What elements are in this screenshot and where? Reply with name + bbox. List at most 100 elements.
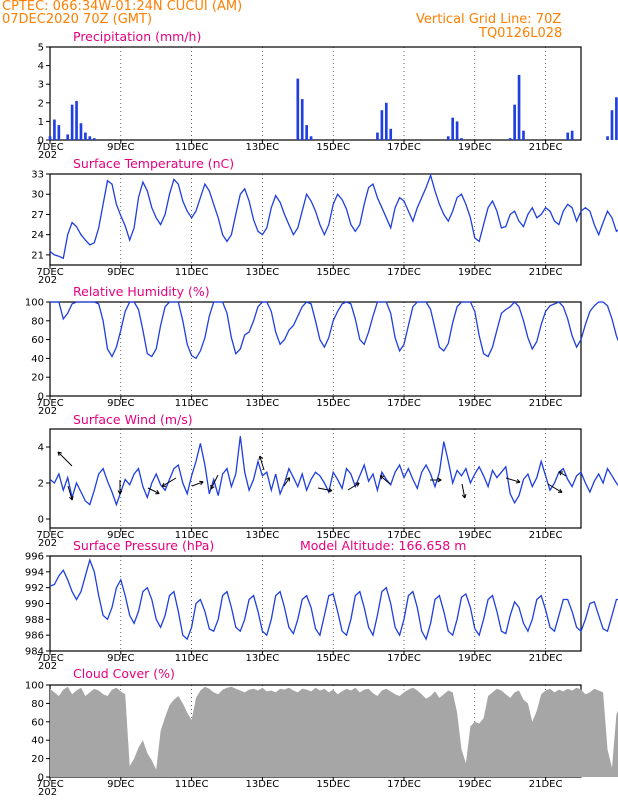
precipitation-xtick-label: 13DEC xyxy=(246,142,280,153)
temperature-xtick-label: 15DEC xyxy=(316,267,350,278)
precipitation-ytick-label: 3 xyxy=(38,80,44,91)
precipitation-bar xyxy=(389,128,393,140)
precipitation-bar xyxy=(79,123,83,140)
wind-arrowhead xyxy=(515,479,521,484)
cloud-cover-year-overflow: 202 xyxy=(38,787,57,798)
wind-xtick-label: 21DEC xyxy=(529,530,563,541)
header-grid-line: Vertical Grid Line: 70Z xyxy=(416,12,562,27)
wind-frame xyxy=(49,428,582,529)
precipitation-ytick-label: 0 xyxy=(38,136,44,147)
precipitation-xtick-label: 15DEC xyxy=(316,142,350,153)
precipitation-bar xyxy=(513,104,516,140)
wind-xtick-label: 13DEC xyxy=(246,530,280,541)
humidity-xtick-label: 21DEC xyxy=(529,398,563,409)
wind-arrow xyxy=(67,485,73,501)
precipitation-xtick-label: 21DEC xyxy=(529,142,563,153)
wind-arrow xyxy=(147,487,160,495)
wind-arrow xyxy=(191,481,204,487)
precipitation-bar xyxy=(384,102,388,140)
humidity-xtick-label: 7DEC xyxy=(36,398,63,409)
precipitation-xtick-label: 9DEC xyxy=(107,142,134,153)
wind-arrow xyxy=(283,477,291,487)
wind-ytick-label: 4 xyxy=(38,443,44,454)
wind-year-overflow: 202 xyxy=(38,538,57,549)
precipitation-bar xyxy=(508,138,512,140)
wind-arrowhead xyxy=(285,477,291,482)
wind-xtick-label: 7DEC xyxy=(36,530,63,541)
temperature-xtick-label: 13DEC xyxy=(246,267,280,278)
humidity-ytick-label: 60 xyxy=(31,335,44,346)
precipitation-bar xyxy=(566,132,570,140)
wind-xtick-label: 19DEC xyxy=(458,530,492,541)
temperature-frame xyxy=(49,173,582,266)
wind-arrowhead xyxy=(355,482,360,487)
wind-arrowhead xyxy=(199,480,204,486)
temperature-xtick-label: 9DEC xyxy=(107,267,134,278)
pressure-xtick-label: 7DEC xyxy=(36,653,63,664)
wind-arrowhead xyxy=(155,490,160,495)
cloud-cover-title: Cloud Cover (%) xyxy=(73,666,175,681)
pressure-xtick-label: 17DEC xyxy=(387,653,421,664)
pressure-ytick-label: 984 xyxy=(25,647,44,658)
humidity-xtick-label: 17DEC xyxy=(387,398,421,409)
wind-arrow xyxy=(379,475,391,485)
pressure-xtick-label: 11DEC xyxy=(175,653,209,664)
pressure-annotation: Model Altitude: 166.658 m xyxy=(300,538,466,553)
temperature-ytick-label: 33 xyxy=(31,170,44,181)
cloud-cover-xtick-label: 9DEC xyxy=(107,779,134,790)
pressure-xtick-label: 15DEC xyxy=(316,653,350,664)
precipitation-bar xyxy=(296,78,300,140)
wind-arrowhead xyxy=(437,477,442,483)
humidity-ytick-label: 0 xyxy=(38,392,44,403)
pressure-line xyxy=(49,557,618,641)
cloud-cover-ytick-label: 60 xyxy=(31,717,44,728)
cloud-cover-ytick-label: 0 xyxy=(38,773,44,784)
precipitation-bar xyxy=(53,119,56,140)
precipitation-frame xyxy=(49,46,582,141)
pressure-xtick-label: 21DEC xyxy=(529,653,563,664)
wind-arrow xyxy=(259,455,265,471)
temperature-title: Surface Temperature (nC) xyxy=(73,156,234,171)
humidity-xtick-label: 15DEC xyxy=(316,398,350,409)
precipitation-bar xyxy=(92,138,96,140)
precipitation-bar xyxy=(570,130,574,140)
precipitation-bar xyxy=(610,110,614,140)
precipitation-ytick-label: 1 xyxy=(38,117,44,128)
wind-arrowhead xyxy=(57,451,62,456)
wind-xtick-label: 17DEC xyxy=(387,530,421,541)
temperature-ytick-label: 30 xyxy=(31,190,44,201)
temperature-ytick-label: 27 xyxy=(31,210,44,221)
precipitation-bar xyxy=(460,138,463,140)
precipitation-bar xyxy=(517,74,521,140)
precipitation-year-overflow: 202 xyxy=(38,150,57,161)
precipitation-bar xyxy=(66,134,70,140)
wind-ytick-label: 2 xyxy=(38,479,44,490)
temperature-line xyxy=(49,173,618,260)
temperature-year-overflow: 202 xyxy=(38,275,57,286)
precipitation-bar xyxy=(88,136,92,140)
cloud-cover-xtick-label: 17DEC xyxy=(387,779,421,790)
wind-arrow xyxy=(505,477,521,483)
precipitation-bar xyxy=(75,100,78,140)
humidity-title: Relative Humidity (%) xyxy=(73,284,210,299)
wind-arrowhead xyxy=(328,487,333,493)
precipitation-bar xyxy=(376,132,379,140)
wind-arrow xyxy=(161,477,177,487)
wind-arrowhead xyxy=(258,455,263,461)
wind-arrowhead xyxy=(558,471,564,476)
pressure-ytick-label: 990 xyxy=(25,599,44,610)
precipitation-ytick-label: 5 xyxy=(38,43,44,54)
wind-arrowhead xyxy=(161,482,167,487)
wind-xtick-label: 11DEC xyxy=(175,530,209,541)
precipitation-bar xyxy=(70,104,74,140)
wind-arrowhead xyxy=(69,495,74,501)
wind-title: Surface Wind (m/s) xyxy=(73,412,193,427)
header-datetime: 07DEC2020 70Z (GMT) xyxy=(2,12,153,27)
precipitation-xtick-label: 17DEC xyxy=(387,142,421,153)
humidity-frame xyxy=(49,301,582,397)
precipitation-bar xyxy=(455,121,459,140)
wind-ytick-label: 0 xyxy=(38,515,44,526)
humidity-xtick-label: 19DEC xyxy=(458,398,492,409)
temperature-xtick-label: 11DEC xyxy=(175,267,209,278)
